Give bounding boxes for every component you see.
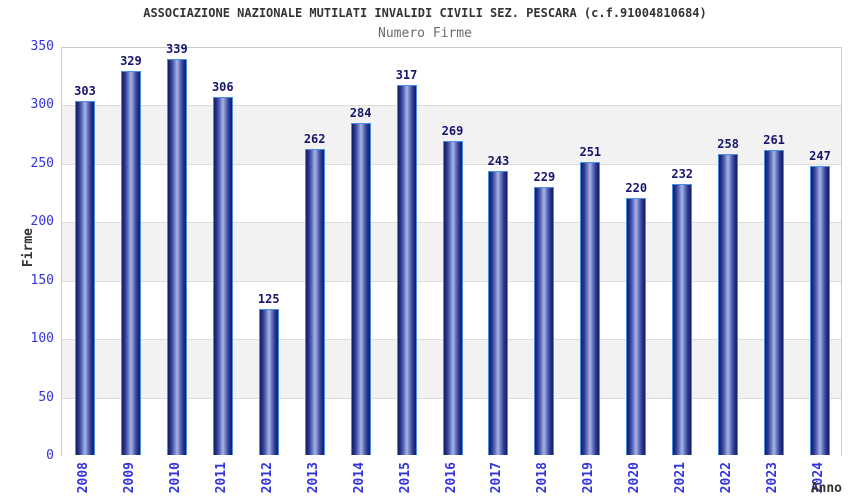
bar-2017 — [488, 171, 509, 455]
bar-value-label: 284 — [349, 106, 372, 120]
bar-2009 — [120, 71, 141, 455]
x-axis-label: Anno — [810, 481, 842, 496]
y-tick-label: 300 — [30, 97, 54, 113]
bar-2016 — [442, 141, 463, 455]
y-tick-label: 100 — [30, 331, 54, 347]
x-tick-label-2017: 2017 — [489, 462, 505, 494]
plot-area: 303 329 339 306 125 262 284 317 269 243 229 251 220 2… — [61, 42, 842, 457]
x-tick-label-2020: 2020 — [627, 462, 643, 494]
bar-2014 — [350, 123, 371, 455]
x-tick-label-2019: 2019 — [581, 462, 597, 494]
bar-2008 — [74, 101, 95, 455]
x-tick-label-2018: 2018 — [535, 462, 551, 494]
bar-value-label: 243 — [487, 154, 510, 168]
chart-title: ASSOCIAZIONE NAZIONALE MUTILATI INVALIDI… — [143, 6, 707, 20]
y-tick-label: 350 — [30, 39, 54, 54]
bar-value-label: 262 — [303, 132, 326, 146]
x-tick-label-2022: 2022 — [719, 462, 735, 494]
bar-value-label: 232 — [671, 167, 694, 181]
y-tick-label: 0 — [46, 448, 54, 463]
bar-value-label: 125 — [257, 292, 280, 306]
plot-band — [62, 48, 841, 107]
bar-2010 — [166, 59, 187, 455]
y-tick-label: 200 — [30, 214, 54, 230]
y-tick-label: 250 — [30, 155, 54, 171]
bar-2015 — [396, 85, 417, 455]
bar-value-label: 329 — [120, 54, 142, 68]
x-tick-label-2021: 2021 — [673, 462, 689, 494]
x-tick-label-2010: 2010 — [167, 462, 183, 494]
bar-value-label: 317 — [395, 68, 418, 82]
bar-2013 — [304, 149, 325, 455]
x-tick-label-2008: 2008 — [75, 462, 91, 494]
x-tick-label-2009: 2009 — [121, 462, 137, 494]
y-axis-label: Firme — [21, 228, 36, 268]
x-tick-label-2014: 2014 — [351, 462, 367, 494]
x-tick-label-2016: 2016 — [443, 462, 459, 494]
bar-value-label: 339 — [166, 42, 188, 56]
y-tick-label: 50 — [38, 389, 54, 405]
bar-2021 — [672, 184, 693, 455]
chart-subtitle: Numero Firme — [378, 26, 472, 41]
bar-value-label: 247 — [809, 149, 831, 163]
bar-2024 — [810, 166, 831, 455]
bar-2012 — [258, 309, 279, 455]
bar-value-label: 229 — [533, 170, 556, 184]
bar-2018 — [534, 187, 555, 455]
bar-value-label: 220 — [625, 181, 648, 195]
bar-value-label: 303 — [74, 84, 96, 98]
bar-2023 — [764, 150, 785, 455]
bar-2019 — [580, 162, 601, 455]
y-tick-label: 150 — [30, 272, 54, 288]
bar-2020 — [626, 198, 647, 455]
bar-value-label: 269 — [441, 124, 464, 138]
x-tick-label-2015: 2015 — [397, 462, 413, 494]
x-tick-label-2012: 2012 — [259, 462, 275, 494]
bar-value-label: 251 — [579, 145, 602, 159]
bar-2011 — [212, 97, 233, 455]
bar-value-label: 261 — [763, 133, 785, 147]
bar-value-label: 258 — [717, 137, 739, 151]
bar-2022 — [718, 154, 739, 455]
x-tick-label-2011: 2011 — [213, 462, 229, 494]
x-tick-label-2013: 2013 — [305, 462, 321, 494]
bar-value-label: 306 — [211, 80, 234, 94]
x-tick-label-2023: 2023 — [765, 462, 781, 494]
